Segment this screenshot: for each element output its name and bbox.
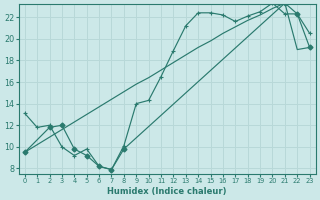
X-axis label: Humidex (Indice chaleur): Humidex (Indice chaleur) bbox=[108, 187, 227, 196]
